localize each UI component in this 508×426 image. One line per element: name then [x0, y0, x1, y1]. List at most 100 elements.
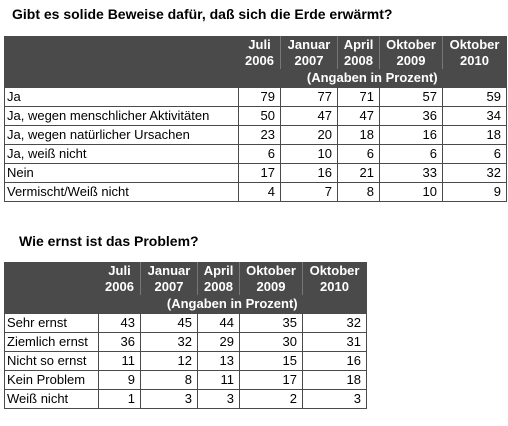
value-cell: 29: [197, 332, 240, 352]
value-cell: 18: [337, 125, 380, 145]
row-label: Sehr ernst: [4, 313, 99, 333]
value-cell: 12: [140, 351, 198, 371]
value-cell: 16: [302, 351, 367, 371]
value-cell: 6: [442, 144, 507, 164]
value-cell: 3: [197, 389, 240, 409]
table1-warming-evidence: Juli Januar April Oktober Oktober 2006 2…: [4, 36, 507, 202]
table-row: Vermischt/Weiß nicht 4 7 8 10 9: [4, 182, 507, 202]
value-cell: 7: [280, 182, 338, 202]
value-cell: 8: [337, 182, 380, 202]
value-cell: 36: [379, 106, 443, 126]
col-header-line1: Oktober: [302, 262, 367, 279]
value-cell: 18: [302, 370, 367, 390]
value-cell: 45: [140, 313, 198, 333]
value-cell: 13: [197, 351, 240, 371]
value-cell: 2: [239, 389, 303, 409]
value-cell: 20: [280, 125, 338, 145]
value-cell: 18: [442, 125, 507, 145]
table1-title: Gibt es solide Beweise dafür, daß sich d…: [12, 6, 393, 22]
col-header-line2: 2009: [379, 53, 443, 69]
subheader-blank: [4, 295, 99, 314]
table2-problem-severity: Juli Januar April Oktober Oktober 2006 2…: [4, 262, 367, 409]
value-cell: 17: [238, 163, 281, 183]
col-header-line1: Juli: [238, 36, 281, 53]
subheader-blank: [4, 69, 239, 88]
value-cell: 1: [98, 389, 141, 409]
table-row: Weiß nicht 1 3 3 2 3: [4, 389, 367, 409]
row-label: Nicht so ernst: [4, 351, 99, 371]
col-header-line2: 2006: [98, 279, 141, 295]
value-cell: 11: [98, 351, 141, 371]
value-cell: 77: [280, 87, 338, 107]
col-header-line1: Oktober: [379, 36, 443, 53]
value-cell: 31: [302, 332, 367, 352]
table-row: Nicht so ernst 11 12 13 15 16: [4, 351, 367, 371]
value-cell: 3: [302, 389, 367, 409]
value-cell: 11: [197, 370, 240, 390]
value-cell: 16: [280, 163, 338, 183]
col-header-line1: Oktober: [442, 36, 507, 53]
row-label: Ja, weiß nicht: [4, 144, 239, 164]
value-cell: 43: [98, 313, 141, 333]
value-cell: 36: [98, 332, 141, 352]
value-cell: 10: [280, 144, 338, 164]
table2-title: Wie ernst ist das Problem?: [19, 233, 199, 249]
table-row: Sehr ernst 43 45 44 35 32: [4, 313, 367, 333]
header-corner: [4, 262, 99, 279]
col-header-line2: 2008: [197, 279, 240, 295]
value-cell: 71: [337, 87, 380, 107]
col-header-line2: 2010: [302, 279, 367, 295]
table-row: Nein 17 16 21 33 32: [4, 163, 507, 183]
row-label: Ja, wegen natürlicher Ursachen: [4, 125, 239, 145]
header-corner: [4, 279, 99, 295]
value-cell: 50: [238, 106, 281, 126]
value-cell: 33: [379, 163, 443, 183]
row-label: Vermischt/Weiß nicht: [4, 182, 239, 202]
table-row: Kein Problem 9 8 11 17 18: [4, 370, 367, 390]
col-header-line2: 2009: [239, 279, 303, 295]
value-cell: 59: [442, 87, 507, 107]
col-header-line1: Januar: [280, 36, 338, 53]
value-cell: 35: [239, 313, 303, 333]
value-cell: 44: [197, 313, 240, 333]
value-cell: 47: [337, 106, 380, 126]
col-header-line1: April: [337, 36, 380, 53]
header-corner: [4, 53, 239, 69]
value-cell: 8: [140, 370, 198, 390]
value-cell: 9: [98, 370, 141, 390]
value-cell: 47: [280, 106, 338, 126]
value-cell: 3: [140, 389, 198, 409]
row-label: Ja, wegen menschlicher Aktivitäten: [4, 106, 239, 126]
header-corner: [4, 36, 239, 53]
value-cell: 15: [239, 351, 303, 371]
value-cell: 9: [442, 182, 507, 202]
table-row: Ja, weiß nicht 6 10 6 6 6: [4, 144, 507, 164]
value-cell: 10: [379, 182, 443, 202]
value-cell: 16: [379, 125, 443, 145]
value-cell: 32: [140, 332, 198, 352]
value-cell: 21: [337, 163, 380, 183]
col-header-line1: Januar: [140, 262, 198, 279]
row-label: Ziemlich ernst: [4, 332, 99, 352]
col-header-line1: April: [197, 262, 240, 279]
col-header-line1: Oktober: [239, 262, 303, 279]
value-cell: 17: [239, 370, 303, 390]
col-header-line1: Juli: [98, 262, 141, 279]
table-row: Ja, wegen menschlicher Aktivitäten 50 47 47…: [4, 106, 507, 126]
value-cell: 4: [238, 182, 281, 202]
col-header-line2: 2008: [337, 53, 380, 69]
unit-subheader: (Angaben in Prozent): [98, 295, 367, 314]
table-row: Ja 79 77 71 57 59: [4, 87, 507, 107]
col-header-line2: 2006: [238, 53, 281, 69]
value-cell: 30: [239, 332, 303, 352]
col-header-line2: 2007: [140, 279, 198, 295]
value-cell: 6: [337, 144, 380, 164]
value-cell: 34: [442, 106, 507, 126]
row-label: Weiß nicht: [4, 389, 99, 409]
col-header-line2: 2010: [442, 53, 507, 69]
unit-subheader: (Angaben in Prozent): [238, 69, 507, 88]
col-header-line2: 2007: [280, 53, 338, 69]
table-row: Ja, wegen natürlicher Ursachen 23 20 18 16 18: [4, 125, 507, 145]
value-cell: 32: [302, 313, 367, 333]
row-label: Nein: [4, 163, 239, 183]
